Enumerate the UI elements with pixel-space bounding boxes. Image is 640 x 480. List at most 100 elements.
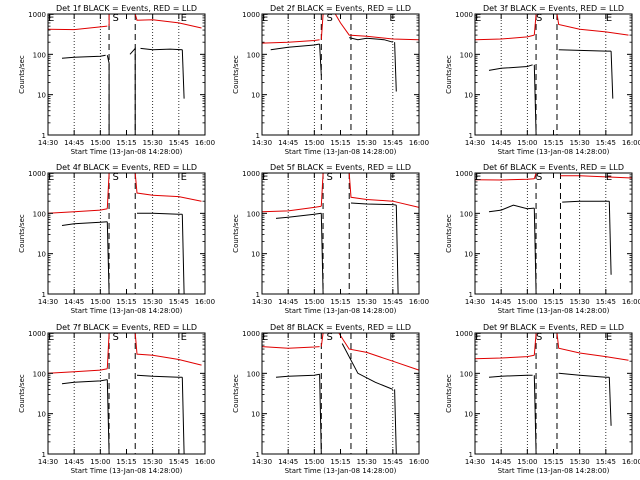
series-events-line (349, 37, 393, 43)
series-events-line (61, 54, 106, 59)
y-tick-label: 100 (33, 51, 46, 59)
x-axis-label: Start Time (13-Jan-08 14:28:00) (71, 148, 183, 156)
series-events-line (140, 47, 183, 51)
y-tick-label: 10 (37, 411, 46, 419)
x-tick-label: 16:00 (409, 458, 429, 466)
y-tick-label: 10 (37, 251, 46, 259)
x-tick-label: 14:30 (38, 298, 58, 306)
x-tick-label: 15:30 (143, 458, 163, 466)
series-events-line (181, 49, 185, 99)
marker-label: S (536, 172, 542, 183)
x-tick-label: 15:30 (570, 139, 590, 147)
x-tick-label: 15:00 (304, 139, 324, 147)
plot-frame (47, 332, 206, 455)
series-lld-line (338, 332, 420, 371)
marker-label: S (113, 13, 119, 24)
series-lld-line (134, 172, 202, 202)
y-tick-label: 1 (42, 291, 46, 299)
x-tick-label: 15:15 (116, 298, 136, 306)
x-tick-label: 16:00 (409, 298, 429, 306)
x-tick-label: 16:00 (409, 139, 429, 147)
series-events-line (488, 374, 533, 378)
series-lld-line (533, 332, 537, 356)
x-tick-label: 16:00 (622, 298, 640, 306)
series-events-line (395, 205, 399, 295)
y-axis-label: Counts/sec (18, 214, 26, 253)
y-tick-label: 1 (42, 451, 46, 459)
marker-label: S (327, 172, 333, 183)
series-events-line (533, 208, 537, 295)
marker-label: E (262, 332, 268, 343)
x-tick-label: 15:00 (517, 298, 537, 306)
series-events-line (558, 372, 610, 378)
y-tick-label: 100 (247, 210, 260, 218)
x-tick-label: 15:00 (517, 458, 537, 466)
marker-label: E (48, 332, 54, 343)
x-tick-label: 14:45 (491, 458, 511, 466)
x-tick-label: 15:15 (543, 458, 563, 466)
y-tick-label: 10 (251, 251, 260, 259)
series-events-line (488, 64, 533, 71)
x-tick-label: 15:30 (143, 298, 163, 306)
series-events-line (610, 51, 614, 99)
plot-title: Det 1f BLACK = Events, RED = LLD (56, 4, 197, 13)
x-tick-label: 14:30 (465, 458, 485, 466)
marker-label: E (181, 13, 187, 24)
y-tick-label: 100 (460, 370, 473, 378)
series-events-line (137, 212, 183, 215)
series-lld-line (261, 205, 322, 213)
y-tick-label: 1 (42, 132, 46, 140)
x-tick-label: 15:15 (116, 458, 136, 466)
plot-frame (261, 172, 420, 295)
marker-label: E (475, 172, 481, 183)
series-events-line (562, 200, 610, 203)
plot-title: Det 3f BLACK = Events, RED = LLD (483, 4, 624, 13)
x-tick-label: 14:45 (278, 298, 298, 306)
y-tick-label: 100 (247, 370, 260, 378)
series-lld-line (47, 208, 108, 214)
series-lld-line (47, 368, 108, 374)
x-tick-label: 14:30 (38, 139, 58, 147)
x-tick-label: 14:30 (252, 139, 272, 147)
y-tick-label: 10 (37, 92, 46, 100)
series-events-line (394, 389, 397, 455)
series-lld-line (134, 13, 202, 29)
series-events-line (275, 373, 320, 378)
x-tick-label: 15:45 (383, 458, 403, 466)
y-tick-label: 1 (256, 291, 260, 299)
y-tick-label: 1 (256, 132, 260, 140)
series-lld-line (474, 354, 535, 360)
x-axis-label: Start Time (13-Jan-08 14:28:00) (285, 307, 397, 315)
series-events-line (270, 43, 320, 51)
series-events-line (136, 374, 183, 378)
x-tick-label: 14:30 (252, 298, 272, 306)
marker-label: S (536, 13, 542, 24)
marker-label: E (475, 13, 481, 24)
y-tick-label: 1000 (242, 11, 260, 19)
x-tick-label: 15:30 (357, 298, 377, 306)
x-tick-label: 15:00 (90, 458, 110, 466)
series-events-line (558, 49, 612, 52)
x-tick-label: 14:45 (491, 139, 511, 147)
series-lld-line (320, 332, 324, 347)
y-tick-label: 10 (464, 251, 473, 259)
x-axis-label: Start Time (13-Jan-08 14:28:00) (498, 148, 610, 156)
series-lld-line (560, 175, 633, 179)
series-lld-line (533, 13, 537, 36)
y-tick-label: 100 (33, 210, 46, 218)
y-axis-label: Counts/sec (445, 55, 453, 94)
series-events-line (319, 374, 322, 455)
plot-frame (474, 172, 633, 295)
marker-label: E (606, 332, 612, 343)
marker-label: S (327, 332, 333, 343)
y-tick-label: 1000 (28, 11, 46, 19)
marker-label: E (48, 13, 54, 24)
x-tick-label: 16:00 (622, 139, 640, 147)
x-tick-label: 15:45 (169, 298, 189, 306)
x-axis-label: Start Time (13-Jan-08 14:28:00) (285, 148, 397, 156)
y-tick-label: 1000 (242, 330, 260, 338)
x-axis-label: Start Time (13-Jan-08 14:28:00) (71, 307, 183, 315)
